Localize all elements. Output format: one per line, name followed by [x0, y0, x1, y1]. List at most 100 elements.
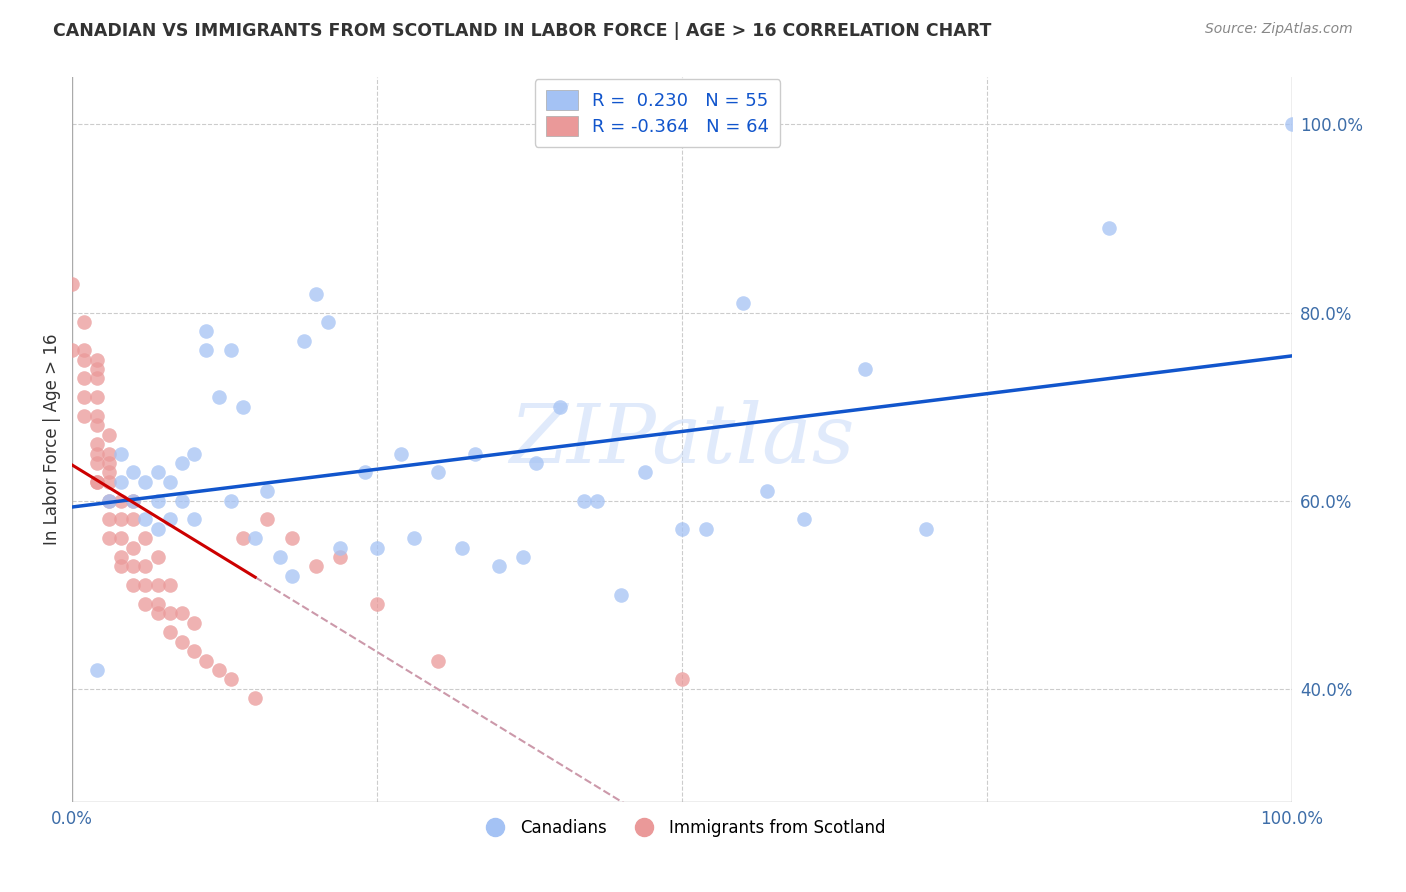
Point: [86, 475, 108, 489]
Point: [146, 607, 169, 621]
Point: [170, 493, 193, 508]
Point: [97, 456, 120, 470]
Point: [97, 466, 120, 480]
Point: [73, 352, 96, 367]
Point: [464, 447, 486, 461]
Point: [574, 493, 596, 508]
Point: [402, 531, 425, 545]
Point: [756, 484, 779, 499]
Point: [354, 466, 377, 480]
Point: [232, 531, 254, 545]
Point: [122, 541, 145, 555]
Point: [256, 484, 278, 499]
Point: [73, 390, 96, 404]
Point: [170, 456, 193, 470]
Point: [122, 493, 145, 508]
Point: [97, 447, 120, 461]
Point: [122, 512, 145, 526]
Point: [146, 578, 169, 592]
Point: [195, 653, 218, 667]
Legend: Canadians, Immigrants from Scotland: Canadians, Immigrants from Scotland: [472, 813, 891, 844]
Point: [183, 512, 205, 526]
Point: [292, 334, 315, 348]
Point: [366, 541, 388, 555]
Point: [110, 512, 132, 526]
Point: [280, 569, 302, 583]
Point: [585, 493, 607, 508]
Point: [110, 493, 132, 508]
Point: [110, 559, 132, 574]
Point: [329, 541, 352, 555]
Point: [207, 390, 229, 404]
Point: [329, 550, 352, 565]
Point: [488, 559, 510, 574]
Point: [195, 324, 218, 338]
Point: [634, 466, 657, 480]
Point: [1098, 221, 1121, 235]
Point: [159, 475, 181, 489]
Point: [134, 559, 156, 574]
Point: [86, 663, 108, 677]
Point: [366, 597, 388, 611]
Point: [122, 466, 145, 480]
Point: [207, 663, 229, 677]
Point: [134, 475, 156, 489]
Point: [305, 559, 328, 574]
Text: ZIPatlas: ZIPatlas: [509, 400, 855, 480]
Point: [195, 343, 218, 358]
Point: [170, 607, 193, 621]
Point: [219, 343, 242, 358]
Point: [86, 371, 108, 385]
Point: [97, 493, 120, 508]
Point: [73, 315, 96, 329]
Point: [391, 447, 413, 461]
Point: [73, 409, 96, 423]
Point: [86, 390, 108, 404]
Point: [86, 352, 108, 367]
Point: [219, 673, 242, 687]
Point: [427, 466, 450, 480]
Point: [316, 315, 339, 329]
Point: [183, 447, 205, 461]
Point: [73, 343, 96, 358]
Point: [671, 522, 693, 536]
Point: [86, 362, 108, 376]
Point: [110, 475, 132, 489]
Point: [60, 277, 83, 292]
Point: [159, 625, 181, 640]
Point: [305, 286, 328, 301]
Point: [110, 531, 132, 545]
Point: [86, 456, 108, 470]
Point: [122, 559, 145, 574]
Point: [97, 512, 120, 526]
Text: Source: ZipAtlas.com: Source: ZipAtlas.com: [1205, 22, 1353, 37]
Point: [134, 578, 156, 592]
Point: [97, 475, 120, 489]
Point: [146, 522, 169, 536]
Point: [269, 550, 291, 565]
Point: [86, 447, 108, 461]
Point: [73, 371, 96, 385]
Point: [86, 475, 108, 489]
Point: [97, 493, 120, 508]
Point: [159, 578, 181, 592]
Point: [146, 493, 169, 508]
Point: [183, 615, 205, 630]
Point: [853, 362, 876, 376]
Point: [183, 644, 205, 658]
Point: [159, 512, 181, 526]
Point: [110, 447, 132, 461]
Point: [427, 653, 450, 667]
Point: [232, 400, 254, 414]
Point: [110, 550, 132, 565]
Point: [731, 296, 754, 310]
Point: [243, 691, 266, 706]
Point: [86, 418, 108, 433]
Point: [219, 493, 242, 508]
Point: [451, 541, 474, 555]
Point: [134, 512, 156, 526]
Point: [86, 409, 108, 423]
Point: [86, 437, 108, 451]
Text: CANADIAN VS IMMIGRANTS FROM SCOTLAND IN LABOR FORCE | AGE > 16 CORRELATION CHART: CANADIAN VS IMMIGRANTS FROM SCOTLAND IN …: [53, 22, 991, 40]
Point: [512, 550, 534, 565]
